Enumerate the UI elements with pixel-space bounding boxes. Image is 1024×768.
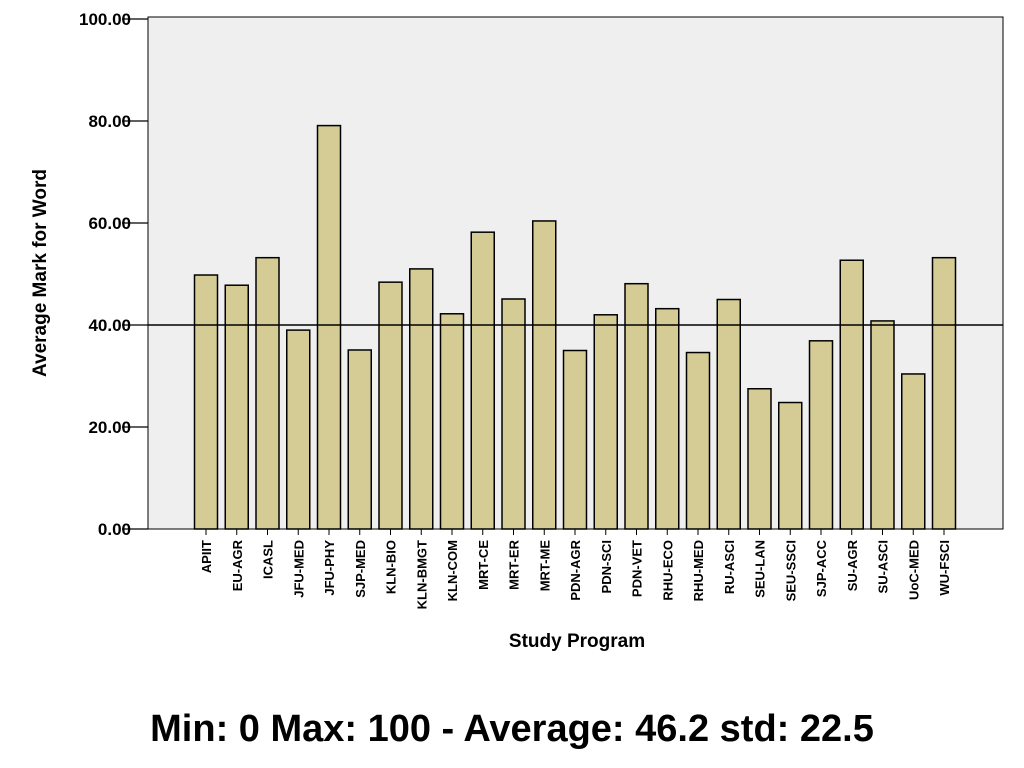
summary-caption: Min: 0 Max: 100 - Average: 46.2 std: 22.… [150,708,874,750]
x-tick-label: UoC-MED [906,540,921,600]
bar [286,329,311,530]
y-tick-label: 60.00 [88,214,131,233]
y-tick-label: 100.00 [79,10,131,29]
x-tick-label: MRT-CE [476,540,491,590]
bar [347,349,372,530]
bar [193,274,219,530]
x-tick-label: KLN-BIO [384,540,399,594]
bar [532,220,557,530]
bar [501,298,526,530]
bar [808,340,834,530]
bar [439,313,465,530]
x-axis-title: Study Program [509,631,645,652]
bar [747,388,772,530]
x-tick-label: SJP-ACC [814,539,829,597]
x-tick-label: PDN-VET [630,540,645,597]
x-tick-label: JFU-PHY [322,540,337,596]
y-tick-label: 80.00 [88,112,131,131]
x-tick-label: SU-ASCI [876,540,891,593]
x-tick-label: JFU-MED [291,540,306,598]
x-tick-label: KLN-COM [445,540,460,601]
bar [255,256,280,530]
x-tick-label: PDN-AGR [568,539,583,600]
y-axis: 0.00 20.00 40.00 60.00 80.00 100.00 [79,10,148,539]
x-axis: APIIT EU-AGR ICASL JFU-MED JFU-PHY SJP-MED KLN… [199,529,952,609]
bar [470,231,495,530]
bar [685,351,711,530]
x-tick-label: APIIT [199,540,214,573]
x-tick-label: SEU-LAN [753,540,768,598]
bar [716,298,741,530]
bar [378,281,403,530]
x-tick-label: SEU-SSCI [783,540,798,601]
bar [931,256,957,530]
x-tick-label: RHU-MED [691,540,706,601]
x-tick-label: ICASL [261,540,276,579]
bar [870,320,895,530]
bar [562,349,588,530]
x-tick-label: EU-AGR [230,539,245,591]
x-tick-label: RU-ASCI [722,540,737,594]
bars [193,124,957,530]
y-tick-label: 20.00 [88,418,131,437]
x-tick-label: KLN-BMGT [414,540,429,609]
y-tick-label: 40.00 [88,316,131,335]
x-tick-label: PDN-SCI [599,540,614,593]
x-tick-label: MRT-ER [507,539,522,589]
y-axis-title: Average Mark for Word [30,169,51,377]
bar [409,268,434,530]
bar [778,401,803,530]
x-tick-label: RHU-ECO [660,540,675,601]
x-tick-label: SU-AGR [845,539,860,591]
bar [224,284,249,530]
bar [624,282,649,530]
bar [901,373,926,530]
bar [316,124,342,530]
x-tick-label: MRT-ME [537,540,552,592]
bar-chart: 0.00 20.00 40.00 60.00 80.00 100.00 APIIT EU-A… [30,10,1004,652]
bar [593,314,618,530]
bar [839,259,864,530]
x-tick-label: WU-FSCI [937,540,952,596]
bar [655,307,680,530]
y-tick-label: 0.00 [98,520,131,539]
x-tick-label: SJP-MED [353,540,368,598]
